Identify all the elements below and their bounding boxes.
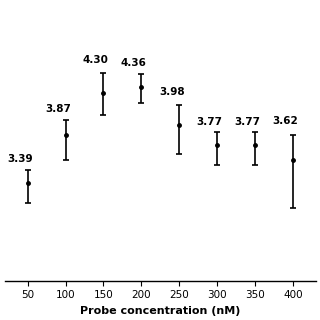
Text: 3.87: 3.87 [45, 104, 71, 114]
Text: 3.77: 3.77 [235, 116, 260, 127]
Text: 3.98: 3.98 [159, 87, 185, 97]
Text: 4.30: 4.30 [83, 55, 109, 65]
Text: 3.77: 3.77 [197, 116, 223, 127]
Text: 4.36: 4.36 [121, 58, 147, 68]
Text: 3.62: 3.62 [273, 116, 298, 125]
X-axis label: Probe concentration (nM): Probe concentration (nM) [80, 306, 241, 316]
Text: 3.39: 3.39 [7, 154, 33, 164]
